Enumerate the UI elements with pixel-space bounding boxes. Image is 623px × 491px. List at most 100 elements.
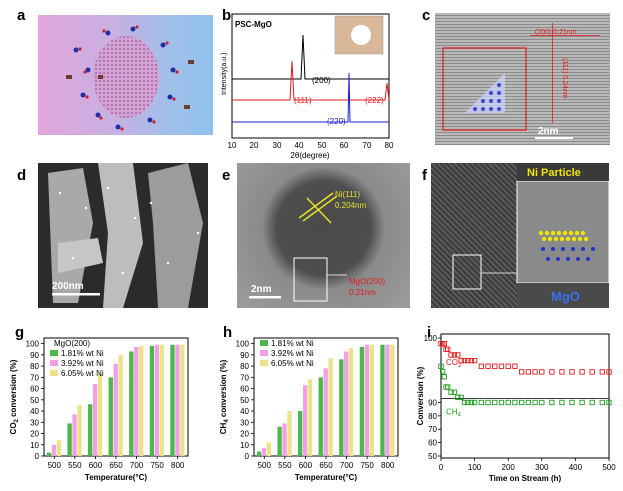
data-point bbox=[478, 399, 484, 406]
data-point bbox=[471, 357, 478, 364]
peak-label-200: (200) bbox=[312, 76, 331, 85]
bar bbox=[302, 385, 308, 456]
legend-swatch bbox=[50, 370, 58, 376]
panel-f: f Ni Particle MgO bbox=[415, 160, 615, 315]
legend-swatch bbox=[50, 350, 58, 356]
panel-label-d: d bbox=[17, 167, 27, 184]
mgo-region-box bbox=[293, 257, 328, 302]
data-point bbox=[478, 363, 484, 369]
panel-h: h 0 10 20 30 40 50 60 70 80 90 100 500 550 600 650 700 7… bbox=[210, 318, 415, 491]
xrd-inset-disk bbox=[351, 25, 371, 45]
x-tick-label: 100 bbox=[468, 463, 482, 472]
x-tick-label: 650 bbox=[319, 461, 333, 470]
series-label: CO2 bbox=[446, 358, 462, 369]
panel-label-a: a bbox=[17, 7, 26, 24]
y-tick-label: 30 bbox=[240, 418, 249, 427]
legend-swatch bbox=[260, 340, 268, 346]
ch4-conversion-chart: 0 10 20 30 40 50 60 70 80 90 100 500 550 600 650 700 750… bbox=[219, 337, 399, 482]
bar bbox=[56, 440, 62, 456]
data-point bbox=[458, 357, 464, 364]
data-point bbox=[498, 363, 505, 369]
y-tick-label: 80 bbox=[30, 362, 39, 371]
data-point bbox=[471, 399, 478, 406]
scale-label-d: 200nm bbox=[52, 281, 84, 292]
bar bbox=[339, 359, 344, 456]
y-tick-label: 50 bbox=[240, 396, 249, 405]
plot-frame bbox=[440, 333, 610, 459]
bar bbox=[364, 344, 370, 456]
peak-label-111: (111) bbox=[294, 96, 312, 105]
data-point bbox=[539, 399, 545, 406]
y-tick-label: 40 bbox=[240, 407, 249, 416]
data-point bbox=[440, 368, 446, 375]
y-tick-label: 60 bbox=[428, 439, 437, 448]
legend-entry: 1.81% wt Ni bbox=[61, 349, 104, 358]
panel-i: i 100 90 80 70 60 50 0 100 200 300 400 500 Time on S… bbox=[415, 318, 623, 491]
x-axis-label: Time on Stream (h) bbox=[489, 474, 562, 483]
panel-label-b: b bbox=[222, 7, 232, 24]
y-axis-label: CO2 conversion (%) bbox=[9, 359, 20, 434]
data-point bbox=[445, 346, 451, 352]
data-point bbox=[461, 399, 468, 406]
hrtem-ann-200: (200) 0.21nm bbox=[535, 29, 577, 36]
bar bbox=[88, 404, 93, 456]
bar bbox=[113, 363, 118, 456]
panel-label-c: c bbox=[422, 7, 431, 24]
bar bbox=[344, 351, 349, 456]
peak-label-220: (220) bbox=[327, 117, 346, 126]
ni-lattice-spacing: 0.204nm bbox=[335, 201, 366, 210]
data-point bbox=[589, 369, 595, 375]
bar bbox=[390, 344, 395, 456]
panel-label-g: g bbox=[15, 324, 25, 341]
bar bbox=[307, 379, 313, 456]
x-tick-label: 200 bbox=[502, 463, 516, 472]
x-tick-label: 400 bbox=[569, 463, 583, 472]
x-tick-label: 750 bbox=[150, 461, 164, 470]
data-point bbox=[532, 399, 538, 406]
panel-label-e: e bbox=[222, 167, 231, 184]
data-point bbox=[468, 357, 474, 364]
y-tick-label: 0 bbox=[245, 452, 250, 461]
data-point bbox=[525, 399, 532, 406]
scale-bar-c bbox=[535, 137, 573, 139]
y-tick-label: 40 bbox=[30, 407, 39, 416]
series-label: CH4 bbox=[446, 407, 462, 418]
panel-b: b PSC-MgO Intensity(a.u.) (200) (111) (2… bbox=[215, 5, 415, 160]
mgo-lattice-label: MgO(200) bbox=[349, 277, 385, 286]
data-point bbox=[518, 369, 525, 375]
legend-title: MgO(200) bbox=[54, 339, 90, 348]
data-point bbox=[441, 340, 448, 347]
data-point bbox=[465, 399, 471, 406]
x-tick-label: 650 bbox=[109, 461, 123, 470]
sem-image-d: 200nm bbox=[38, 163, 208, 308]
hrtem-image-e: Ni(111) 0.204nm MgO(200) 0.21nm 2nm bbox=[237, 163, 410, 308]
y-axis-label: CH4 conversion (%) bbox=[219, 359, 230, 434]
xrd-xtick: 50 bbox=[318, 141, 327, 150]
bar bbox=[129, 351, 134, 456]
bar bbox=[149, 345, 155, 456]
y-tick-label: 0 bbox=[35, 452, 40, 461]
data-point bbox=[455, 394, 461, 400]
x-tick-label: 800 bbox=[381, 461, 395, 470]
xrd-ylabel: Intensity(a.u.) bbox=[221, 53, 228, 95]
y-tick-label: 60 bbox=[30, 385, 39, 394]
xrd-xtick: 30 bbox=[273, 141, 282, 150]
bar bbox=[318, 377, 323, 456]
xrd-pattern-red bbox=[232, 60, 390, 101]
panel-c: c (200) 0.21nm (111) 0.24nm 2nm bbox=[415, 5, 615, 155]
stem-image-f: Ni Particle MgO bbox=[431, 163, 609, 308]
data-point bbox=[559, 399, 565, 406]
bar bbox=[349, 348, 354, 456]
data-point bbox=[458, 394, 464, 400]
legend-entry: 3.92% wt Ni bbox=[271, 349, 314, 358]
xrd-pattern-blue bbox=[232, 72, 389, 123]
bar bbox=[266, 442, 272, 456]
bar bbox=[282, 423, 287, 456]
data-point bbox=[569, 399, 575, 406]
panel-g: g 0 10 20 30 40 50 60 70 80 90 100 500 550 600 650 700 7… bbox=[0, 318, 210, 491]
bar bbox=[67, 423, 72, 456]
y-tick-label: 70 bbox=[30, 373, 39, 382]
scale-bar-d bbox=[52, 293, 100, 296]
panel-label-i: i bbox=[427, 324, 432, 341]
xrd-xtick: 10 bbox=[228, 141, 237, 150]
